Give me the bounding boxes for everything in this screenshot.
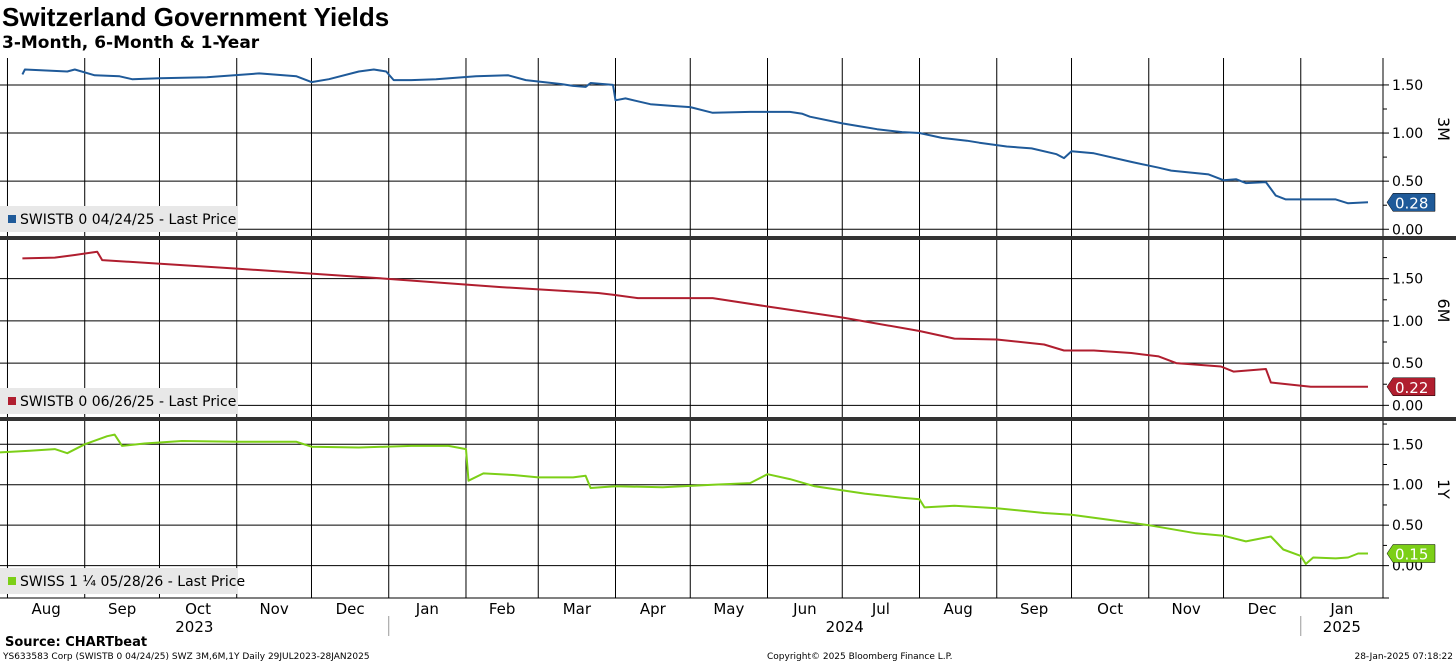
y-tick-label: 0.50	[1392, 356, 1423, 372]
x-month-label: Nov	[259, 600, 288, 618]
x-month-label: Sep	[108, 600, 136, 618]
panel-separator	[0, 417, 1456, 421]
legend-label: SWISTB 0 06/26/25 - Last Price	[20, 394, 236, 410]
x-month-label: Dec	[336, 600, 365, 618]
y-tick-label: 1.50	[1392, 78, 1423, 94]
series-line-6m	[22, 250, 1368, 388]
source-label: Source: CHARTbeat	[5, 635, 148, 650]
last-value-badge	[1386, 193, 1436, 212]
x-month-label: Mar	[563, 600, 592, 618]
x-year-label: 2025	[1323, 618, 1361, 636]
series-line-1y	[0, 433, 1368, 565]
panel-separator	[0, 236, 1456, 240]
panel-label: 3M	[1434, 117, 1453, 141]
series-line-3m	[21, 68, 1369, 205]
y-tick-label: 1.50	[1392, 272, 1423, 288]
last-value-label: 0.22	[1395, 379, 1428, 397]
legend-swatch	[8, 397, 16, 405]
x-month-label: Sep	[1020, 600, 1048, 618]
last-value-label: 0.15	[1395, 546, 1428, 564]
page-title: Switzerland Government Yields	[2, 2, 390, 32]
x-month-label: Jan	[1329, 600, 1353, 618]
x-month-label: Oct	[185, 600, 211, 618]
x-month-label: Dec	[1248, 600, 1277, 618]
y-tick-label: 0.50	[1392, 518, 1423, 534]
footer-security-info: YS633583 Corp (SWISTB 0 04/24/25) SWZ 3M…	[3, 652, 370, 662]
y-tick-label: 0.50	[1392, 174, 1423, 190]
y-tick-label: 0.00	[1392, 398, 1423, 414]
last-value-badge	[1386, 377, 1436, 397]
x-month-label: May	[713, 600, 744, 618]
last-value-label: 0.28	[1395, 194, 1428, 212]
legend-box	[0, 568, 238, 594]
x-month-label: Jun	[792, 600, 816, 618]
y-tick-label: 1.50	[1392, 437, 1423, 453]
x-month-label: Jul	[871, 600, 890, 618]
x-month-label: Apr	[640, 600, 667, 618]
legend-label: SWISS 1 ¼ 05/28/26 - Last Price	[20, 574, 245, 590]
legend-box	[0, 206, 238, 232]
y-tick-label: 0.00	[1392, 222, 1423, 238]
y-tick-label: 1.00	[1392, 126, 1423, 142]
footer-copyright: Copyright© 2025 Bloomberg Finance L.P.	[767, 652, 953, 662]
y-tick-label: 1.00	[1392, 314, 1423, 330]
x-year-label: 2024	[826, 618, 864, 636]
x-month-label: Aug	[31, 600, 60, 618]
x-month-label: Aug	[943, 600, 972, 618]
legend-box	[0, 388, 238, 414]
legend-swatch	[8, 577, 16, 585]
y-tick-label: 1.00	[1392, 478, 1423, 494]
footer-timestamp: 28-Jan-2025 07:18:22	[1354, 652, 1453, 662]
legend-swatch	[8, 215, 16, 223]
x-year-label: 2023	[175, 618, 213, 636]
last-value-badge	[1386, 544, 1436, 563]
legend-label: SWISTB 0 04/24/25 - Last Price	[20, 212, 236, 228]
panel-label: 1Y	[1434, 479, 1453, 499]
x-month-label: Oct	[1097, 600, 1123, 618]
x-month-label: Nov	[1171, 600, 1200, 618]
x-month-label: Feb	[489, 600, 516, 618]
page-subtitle: 3-Month, 6-Month & 1-Year	[2, 33, 260, 53]
panel-label: 6M	[1434, 299, 1453, 323]
x-month-label: Jan	[415, 600, 439, 618]
